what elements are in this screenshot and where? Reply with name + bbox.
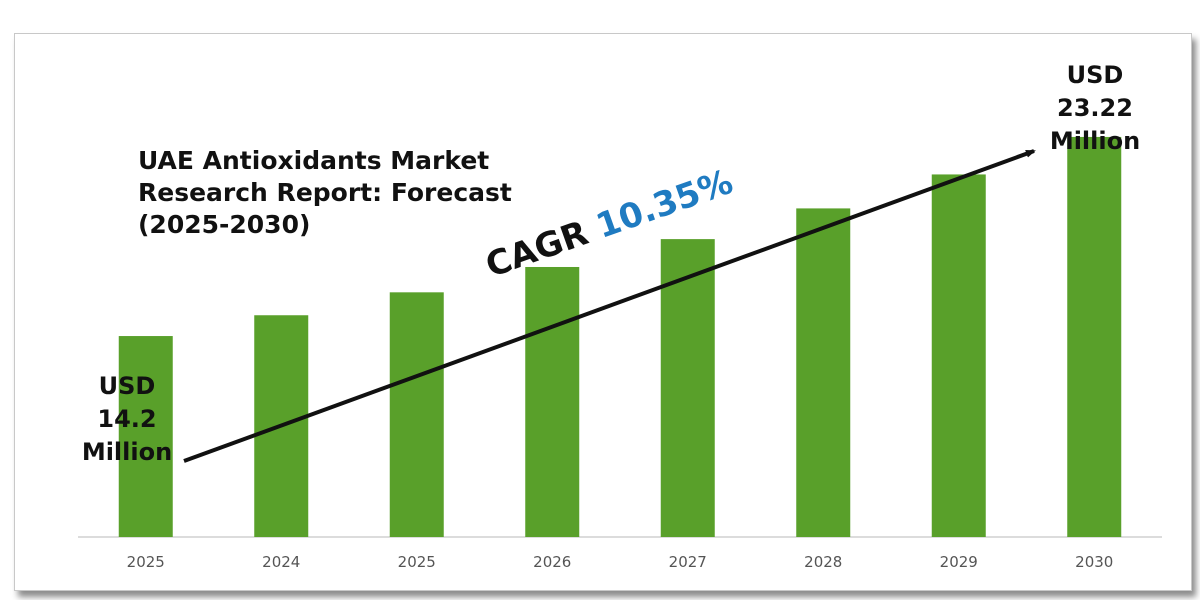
start-value-callout: USD 14.2 Million [72,370,182,469]
x-tick-label-5: 2027 [669,553,707,571]
x-tick-label-1: 2025 [127,553,165,571]
bar-8 [1067,136,1122,538]
bar-7 [931,174,986,538]
chart-frame [14,33,1192,591]
start-callout-value: 14.2 [97,405,157,433]
end-callout-unit: Million [1049,127,1141,155]
chart-title-line-3: (2025-2030) [138,210,311,239]
start-callout-currency: USD [98,372,156,400]
bar-6 [796,208,851,537]
tick-labels-group: 2025 2024 2025 2026 2027 2028 2029 2030 [127,553,1114,571]
bar-5 [660,239,715,538]
end-value-callout: USD 23.22 Million [1035,59,1155,158]
bar-3 [389,292,444,537]
x-tick-label-7: 2029 [940,553,978,571]
bar-1 [118,336,173,537]
x-tick-label-8: 2030 [1075,553,1113,571]
bars-group [118,136,1122,538]
chart-title-line-2: Research Report: Forecast [138,178,512,207]
end-callout-currency: USD [1066,61,1124,89]
end-callout-value: 23.22 [1057,94,1133,122]
trend-arrow [183,149,1036,463]
start-callout-unit: Million [81,438,173,466]
x-tick-label-6: 2028 [804,553,842,571]
chart-title-line-1: UAE Antioxidants Market [138,146,490,175]
x-tick-label-3: 2025 [398,553,436,571]
bar-4 [525,266,580,537]
x-tick-label-2: 2024 [262,553,300,571]
chart-title: UAE Antioxidants Market Research Report:… [138,145,512,241]
x-tick-label-4: 2026 [533,553,571,571]
